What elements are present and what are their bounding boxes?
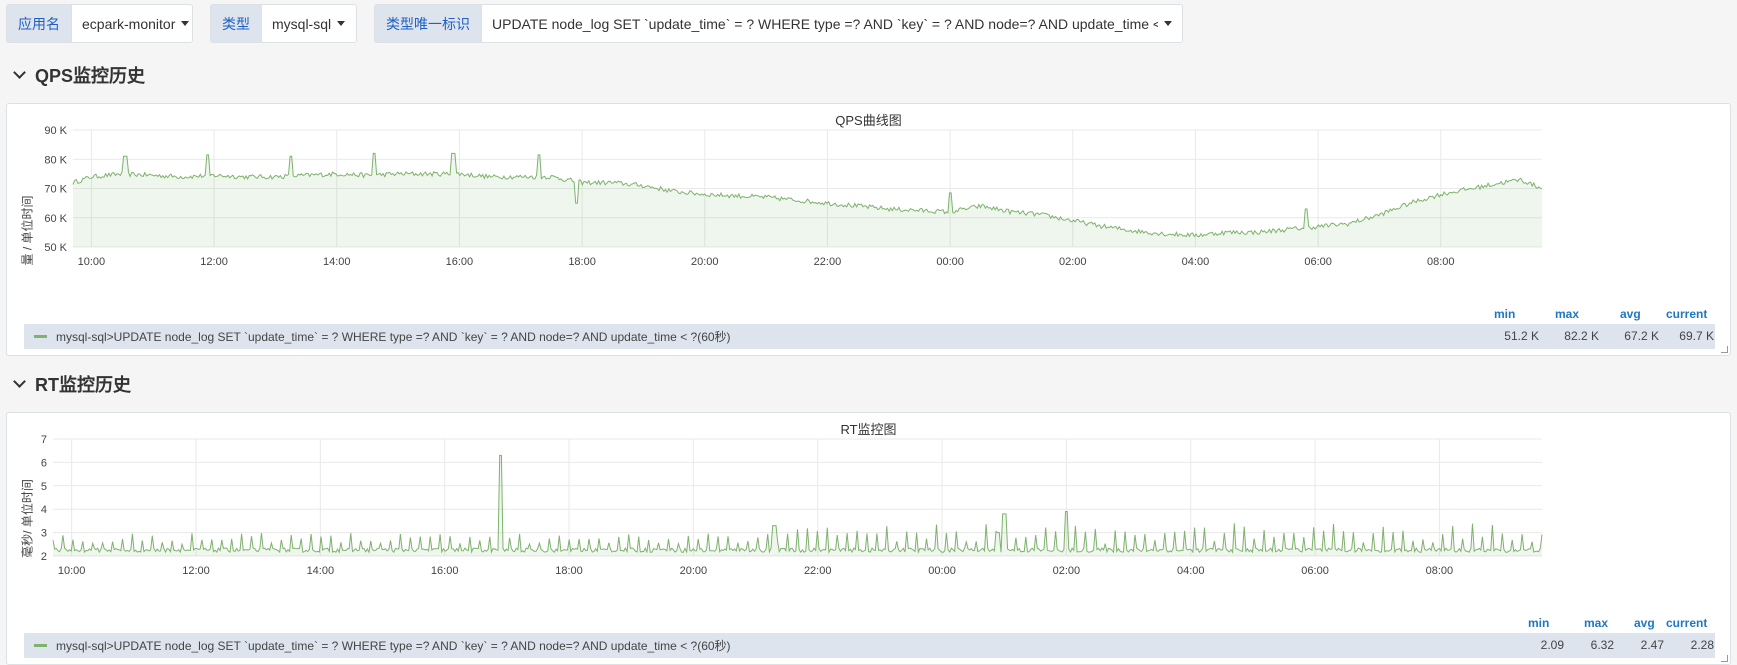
legend-value-max: 6.32 <box>1590 638 1614 652</box>
legend-swatch[interactable] <box>34 644 47 647</box>
legend-row-rt[interactable]: mysql-sql>UPDATE node_log SET `update_ti… <box>24 633 1715 658</box>
x-tick-label: 04:00 <box>1182 256 1210 268</box>
y-tick-label: 3 <box>41 528 47 540</box>
legend-header-current[interactable]: current <box>1666 616 1708 630</box>
y-tick-label: 90 K <box>44 125 67 137</box>
legend-header-avg[interactable]: avg <box>1634 616 1655 630</box>
caret-down-icon <box>1164 21 1172 26</box>
y-tick-label: 4 <box>41 504 47 516</box>
x-tick-label: 20:00 <box>680 565 708 577</box>
x-tick-label: 08:00 <box>1427 256 1455 268</box>
legend-value-avg: 2.47 <box>1640 638 1664 652</box>
variable-type-id: 类型唯一标识 UPDATE node_log SET `update_time`… <box>374 4 1183 43</box>
variable-app-dropdown[interactable]: ecpark-monitor <box>71 4 193 43</box>
row-title-rt: RT监控历史 <box>35 375 131 395</box>
chart-rt[interactable]: 2 3 4 5 6 7 10:00 12:00 14:00 16:00 18:00 20:00 22:0… <box>7 413 1732 618</box>
x-tick-label: 10:00 <box>78 256 106 268</box>
x-tick-label: 12:00 <box>200 256 228 268</box>
variable-type-id-label: 类型唯一标识 <box>374 4 481 43</box>
legend-value-max: 82.2 K <box>1564 329 1599 343</box>
legend-swatch[interactable] <box>34 335 47 338</box>
x-tick-label: 08:00 <box>1426 565 1454 577</box>
chevron-down-icon <box>13 375 26 388</box>
row-toggle-qps[interactable]: QPS监控历史 <box>12 63 145 87</box>
variable-type: 类型 mysql-sql <box>210 4 357 43</box>
row-toggle-rt[interactable]: RT监控历史 <box>12 372 131 396</box>
legend-series-name[interactable]: mysql-sql>UPDATE node_log SET `update_ti… <box>56 639 731 653</box>
y-tick-label: 7 <box>41 434 47 446</box>
x-tick-label: 16:00 <box>431 565 459 577</box>
variable-type-id-value: UPDATE node_log SET `update_time` = ? WH… <box>492 15 1158 32</box>
y-tick-label: 50 K <box>44 242 67 254</box>
legend-header-min[interactable]: min <box>1528 616 1550 630</box>
x-tick-label: 18:00 <box>568 256 596 268</box>
template-variables-bar: 应用名 ecpark-monitor 类型 mysql-sql 类型唯一标识 U… <box>6 4 1183 43</box>
legend-series-name[interactable]: mysql-sql>UPDATE node_log SET `update_ti… <box>56 330 731 344</box>
resize-handle-icon[interactable] <box>1721 655 1728 662</box>
legend-header-max[interactable]: max <box>1584 616 1609 630</box>
row-title-qps: QPS监控历史 <box>35 66 146 86</box>
x-tick-label: 14:00 <box>307 565 335 577</box>
caret-down-icon <box>181 21 190 26</box>
variable-app-value: ecpark-monitor <box>82 15 176 32</box>
panel-rt: RT监控图 毫秒/ 单位时间 2 3 4 5 6 7 10:00 12:00 14:00 16:0… <box>6 412 1731 665</box>
variable-type-value: mysql-sql <box>272 15 332 32</box>
panel-title-rt[interactable]: RT监控图 <box>840 422 897 437</box>
x-tick-label: 20:00 <box>691 256 719 268</box>
variable-app: 应用名 ecpark-monitor <box>6 4 193 43</box>
legend-row-qps[interactable]: mysql-sql>UPDATE node_log SET `update_ti… <box>24 324 1715 349</box>
x-tick-label: 00:00 <box>928 565 956 577</box>
variable-app-label: 应用名 <box>6 4 71 43</box>
series-line <box>52 454 1543 555</box>
x-tick-label: 10:00 <box>58 565 86 577</box>
variable-type-id-dropdown[interactable]: UPDATE node_log SET `update_time` = ? WH… <box>481 4 1183 43</box>
x-tick-label: 06:00 <box>1301 565 1329 577</box>
legend-value-min: 2.09 <box>1540 638 1564 652</box>
variable-type-label: 类型 <box>210 4 261 43</box>
caret-down-icon <box>337 21 346 26</box>
x-tick-label: 22:00 <box>814 256 842 268</box>
variable-type-dropdown[interactable]: mysql-sql <box>261 4 357 43</box>
x-tick-label: 12:00 <box>182 565 210 577</box>
x-tick-label: 02:00 <box>1059 256 1087 268</box>
legend-value-current: 2.28 <box>1690 638 1714 652</box>
legend-header-min[interactable]: min <box>1494 307 1516 321</box>
panel-title-qps[interactable]: QPS曲线图 <box>835 113 902 128</box>
series-area <box>73 153 1542 247</box>
x-tick-label: 18:00 <box>555 565 583 577</box>
x-tick-label: 00:00 <box>936 256 964 268</box>
resize-handle-icon[interactable] <box>1721 346 1728 353</box>
y-tick-label: 70 K <box>44 184 67 196</box>
y-tick-label: 80 K <box>44 154 67 166</box>
series-area <box>53 455 1542 556</box>
legend-value-current: 69.7 K <box>1679 329 1714 343</box>
x-tick-label: 02:00 <box>1053 565 1081 577</box>
series-line <box>72 152 1543 238</box>
legend-value-avg: 67.2 K <box>1624 329 1659 343</box>
panel-qps: QPS曲线图 量 / 单位时间 50 K 60 K 70 K 80 K 90 K 10:0… <box>6 103 1731 356</box>
legend-header-current[interactable]: current <box>1666 307 1708 321</box>
x-tick-label: 04:00 <box>1177 565 1205 577</box>
y-tick-label: 5 <box>41 481 47 493</box>
x-tick-label: 16:00 <box>446 256 474 268</box>
legend-header-avg[interactable]: avg <box>1620 307 1641 321</box>
y-tick-label: 2 <box>41 551 47 563</box>
x-tick-label: 06:00 <box>1304 256 1332 268</box>
y-tick-label: 60 K <box>44 213 67 225</box>
x-tick-label: 14:00 <box>323 256 351 268</box>
legend-header-max[interactable]: max <box>1555 307 1580 321</box>
x-tick-label: 22:00 <box>804 565 832 577</box>
chevron-down-icon <box>13 66 26 79</box>
y-tick-label: 6 <box>41 457 47 469</box>
legend-value-min: 51.2 K <box>1504 329 1539 343</box>
chart-qps[interactable]: 50 K 60 K 70 K 80 K 90 K 10:00 12:00 14:00 16:00… <box>7 104 1732 309</box>
